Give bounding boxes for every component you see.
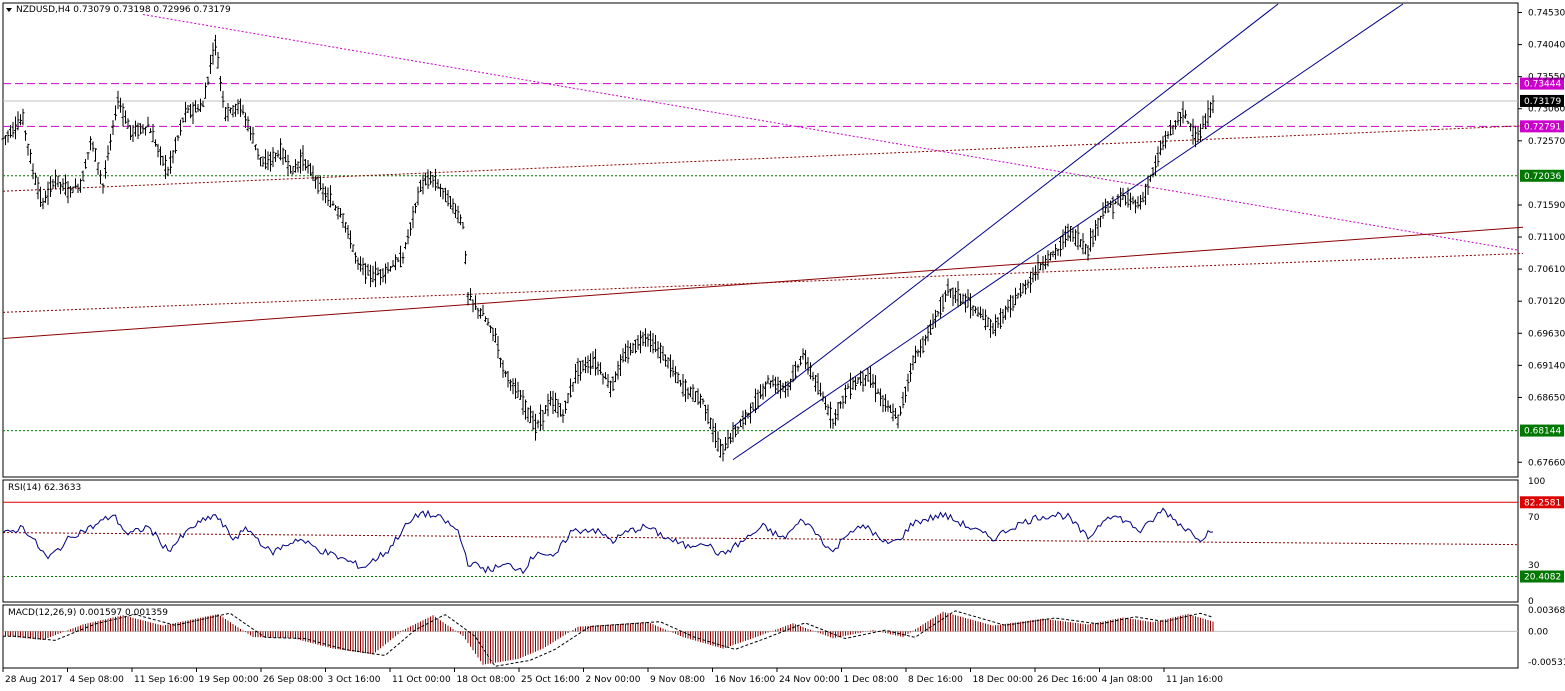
time-tick-label: 11 Sep 16:00 (134, 675, 194, 685)
time-tick-label: 26 Sep 08:00 (263, 675, 323, 685)
time-tick-label: 19 Sep 00:00 (199, 675, 259, 685)
level-tag-0.73444 (1520, 77, 1564, 90)
rsi-header: RSI(14) 62.3633 (8, 483, 81, 493)
price-panel-frame (2, 2, 1519, 478)
price-tick-label: 0.70610 (1528, 265, 1565, 275)
rsi-level-label-20.4082: 20.4082 (1524, 573, 1561, 583)
level-label-0.73444: 0.73444 (1524, 80, 1561, 90)
rsi-tick-label: 0 (1528, 597, 1534, 607)
macd-header: MACD(12,26,9) 0.001597 0.001359 (8, 608, 168, 618)
rsi-level-label-82.2581: 82.2581 (1524, 498, 1561, 508)
axes: 0.74530 0.74040 0.73550 0.73060 0.72570 0.715… (2, 9, 1565, 685)
price-tick-label: 0.67660 (1528, 458, 1565, 468)
rsi-line (2, 507, 1214, 575)
horizontal-levels: 0.73444 0.72791 0.72036 0.68144 0.73179 (3, 77, 1564, 437)
macd-tick-label: -0.005317 (1528, 658, 1565, 668)
chart-header: NZDUSD,H4 0.73079 0.73198 0.72996 0.7317… (16, 5, 231, 15)
level-label-0.72791: 0.72791 (1524, 122, 1561, 132)
time-tick-label: 1 Dec 08:00 (844, 675, 899, 685)
macd-tick-label: 0.00 (1528, 627, 1548, 637)
level-label-0.72036: 0.72036 (1524, 172, 1561, 182)
price-tick-label: 0.70120 (1528, 297, 1565, 307)
time-tick-label: 16 Nov 16:00 (715, 675, 776, 685)
trendline-3 (2, 125, 1524, 192)
level-tag-0.72791 (1520, 120, 1564, 133)
price-tick-label: 0.69140 (1528, 361, 1565, 371)
time-tick-label: 3 Oct 16:00 (328, 675, 381, 685)
price-tick-label: 0.71100 (1528, 233, 1565, 243)
price-tick-label: 0.74530 (1528, 9, 1565, 19)
level-label-0.68144: 0.68144 (1524, 427, 1561, 437)
macd-signal-line (3, 610, 1214, 667)
price-tick-label: 0.73060 (1528, 105, 1565, 115)
rsi-tick-label: 70 (1528, 513, 1540, 523)
rsi-tick-label: 30 (1528, 561, 1540, 571)
price-tick-label: 0.69630 (1528, 329, 1565, 339)
trendline-4 (732, 3, 1279, 428)
time-tick-label: 8 Dec 16:00 (908, 675, 963, 685)
trendline-0 (142, 13, 1519, 251)
level-tag-0.68144 (1520, 424, 1564, 437)
time-tick-label: 4 Jan 08:00 (1102, 675, 1154, 685)
time-tick-label: 11 Jan 16:00 (1166, 675, 1223, 685)
price-tick-label: 0.68650 (1528, 393, 1565, 403)
time-tick-label: 18 Dec 00:00 (973, 675, 1034, 685)
current-price-tag (1520, 94, 1564, 107)
dropdown-triangle-icon[interactable] (6, 8, 12, 12)
macd-panel-frame (2, 604, 1519, 669)
trendline-2 (2, 252, 1524, 313)
rsi-dotted-trend (2, 532, 1519, 546)
time-tick-label: 9 Nov 08:00 (650, 675, 705, 685)
level-tag-0.72036 (1520, 169, 1564, 182)
time-tick-label: 4 Sep 08:00 (70, 675, 125, 685)
price-tick-label: 0.73550 (1528, 73, 1565, 83)
price-tick-label: 0.72570 (1528, 137, 1565, 147)
macd-series (2, 610, 1518, 667)
trendlines (2, 3, 1524, 461)
rsi-panel-frame (2, 479, 1519, 603)
time-tick-label: 11 Oct 00:00 (392, 675, 451, 685)
rsi-level-tag-82.2581 (1520, 496, 1564, 509)
price-tick-label: 0.71590 (1528, 201, 1565, 211)
price-series (1, 34, 1215, 462)
rsi-series: 82.2581 20.4082 (2, 496, 1564, 583)
current-price-label: 0.73179 (1524, 97, 1561, 107)
time-tick-label: 18 Oct 08:00 (457, 675, 516, 685)
time-tick-label: 24 Nov 00:00 (779, 675, 840, 685)
time-tick-label: 28 Aug 2017 (5, 675, 63, 685)
time-tick-label: 26 Dec 16:00 (1037, 675, 1098, 685)
price-tick-label: 0.74040 (1528, 41, 1565, 51)
time-tick-label: 25 Oct 16:00 (521, 675, 580, 685)
rsi-tick-label: 100 (1528, 477, 1545, 487)
macd-tick-label: 0.003688 (1528, 606, 1565, 616)
rsi-level-tag-20.4082 (1520, 570, 1564, 583)
time-tick-label: 2 Nov 00:00 (586, 675, 641, 685)
